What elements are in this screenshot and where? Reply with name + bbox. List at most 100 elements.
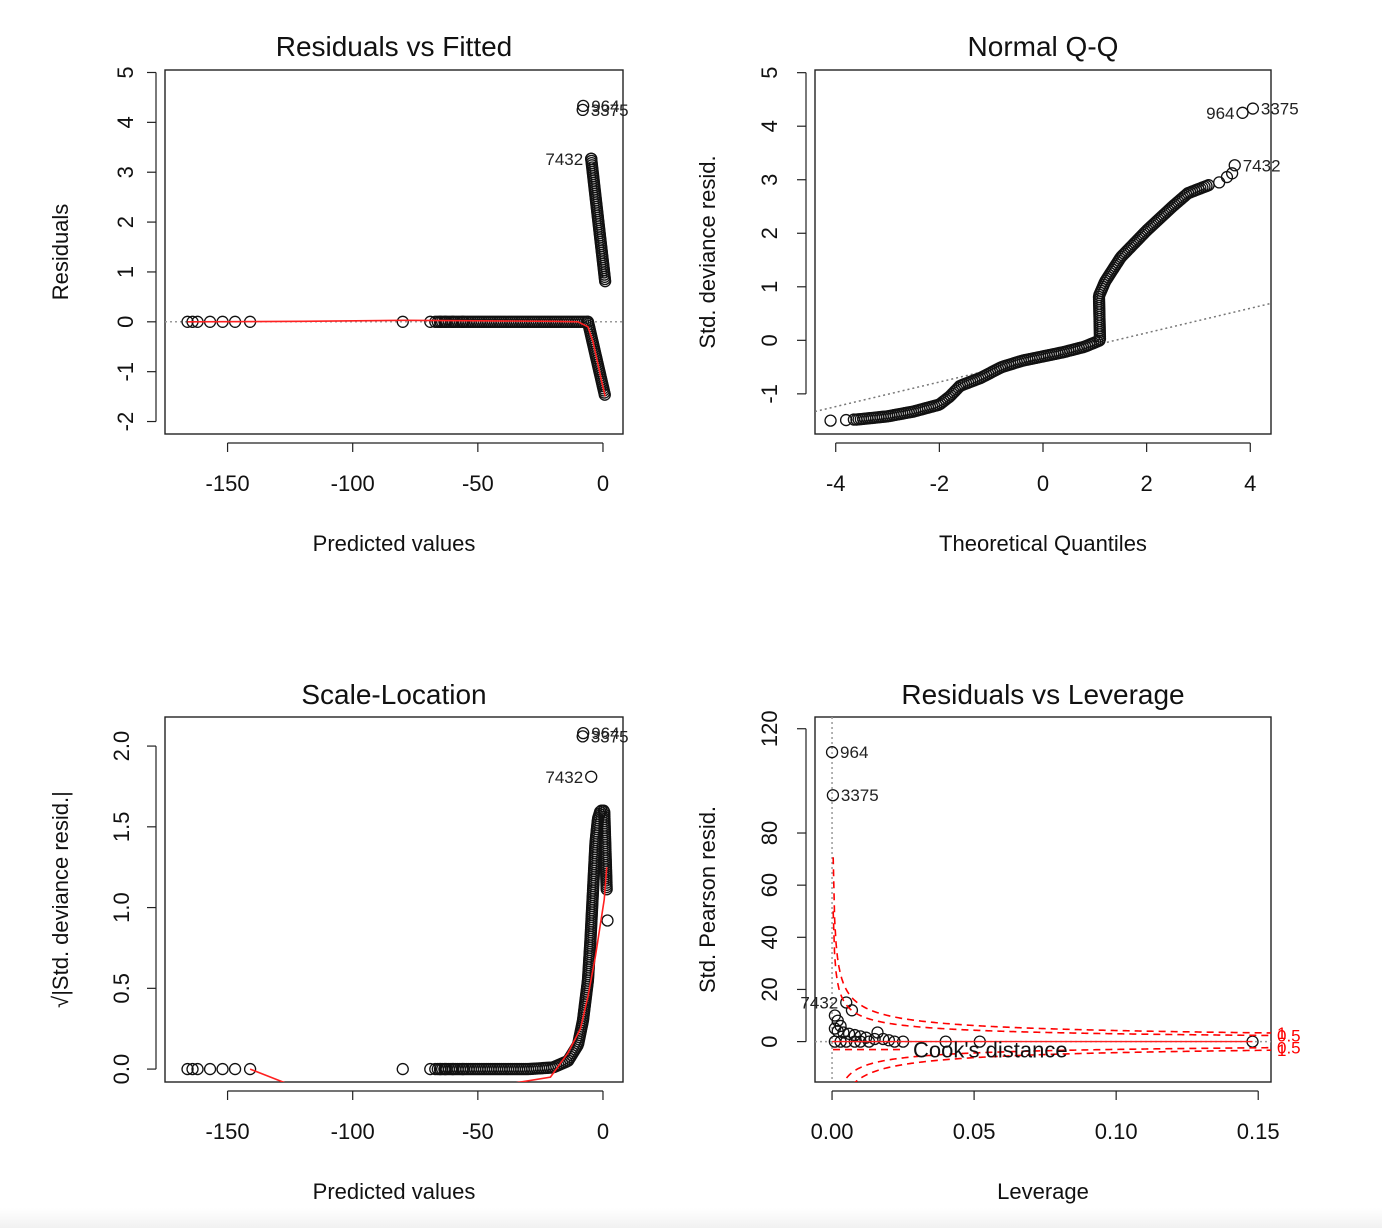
point-label: 7432 — [545, 768, 583, 787]
data-point — [396, 1062, 409, 1076]
data-point — [424, 315, 437, 328]
dense-point — [1136, 228, 1149, 241]
data-point — [424, 1062, 437, 1076]
dense-point — [1133, 231, 1146, 245]
dense-point — [1116, 249, 1129, 262]
point-label: 3375 — [591, 727, 629, 746]
dense-point — [944, 389, 957, 402]
data-point — [877, 1032, 890, 1046]
x-tick-label: 4 — [1244, 471, 1256, 496]
plot-area — [815, 717, 1271, 1082]
cooks-distance-lines — [832, 857, 1271, 1082]
cooks-level-label: 1 — [1277, 1024, 1286, 1043]
dense-band — [585, 152, 612, 288]
dense-point — [1128, 236, 1142, 249]
smooth-line — [249, 867, 608, 1082]
data-point — [456, 315, 469, 328]
panel-2: Normal Q-Q Theoretical Quantiles Std. devi… — [695, 31, 1299, 556]
x-tick-label: 0 — [597, 1119, 609, 1144]
dense-point — [1130, 234, 1143, 248]
data-point — [191, 1062, 204, 1076]
y-tick-label: 2.0 — [109, 731, 134, 762]
cooks-level-label: 0.5 — [1277, 1039, 1301, 1058]
y-tick-label: 5 — [113, 66, 138, 78]
y-tick-label: 1 — [757, 281, 782, 293]
plot-area — [181, 727, 614, 1082]
point-label: 964 — [591, 97, 619, 116]
data-point — [824, 414, 837, 427]
y-tick-label: 1.0 — [109, 892, 134, 923]
y-tick-label: 2 — [113, 216, 138, 228]
x-tick-label: 0 — [1037, 471, 1049, 496]
x-tick-label: -50 — [462, 471, 494, 496]
dense-point — [1118, 247, 1131, 260]
x-tick-label: 0.15 — [1237, 1119, 1280, 1144]
dense-band — [581, 315, 611, 401]
y-tick-label: 4 — [757, 120, 782, 132]
dense-point — [1121, 244, 1134, 257]
y-tick-label: 0.5 — [109, 973, 134, 1004]
x-tick-label: -4 — [826, 471, 846, 496]
y-tick-label: 2 — [757, 227, 782, 239]
panel-title: Scale-Location — [301, 679, 486, 710]
cooks-contour — [842, 1046, 1271, 1082]
y-tick-label: 0.0 — [109, 1054, 134, 1085]
point-label: 7432 — [1243, 156, 1281, 175]
data-point — [1228, 159, 1241, 172]
y-tick-label: 20 — [757, 977, 782, 1001]
data-point — [1236, 106, 1249, 119]
y-tick-label: 120 — [757, 710, 782, 747]
y-tick-label: 5 — [757, 67, 782, 79]
panel-title: Normal Q-Q — [968, 31, 1119, 62]
data-point — [396, 315, 409, 328]
panel-1: Residuals vs Fitted Predicted values Resid… — [48, 31, 629, 556]
data-point — [871, 1026, 884, 1039]
dense-point — [946, 387, 959, 401]
dense-point — [598, 388, 611, 401]
plot-frame — [814, 69, 1272, 435]
data-point — [825, 746, 839, 759]
cooks-level-label: 1 — [1277, 1041, 1286, 1060]
data-point — [434, 315, 447, 328]
data-point — [243, 1062, 257, 1076]
dense-point — [947, 386, 960, 399]
x-tick-label: 0 — [597, 471, 609, 496]
point-label: 964 — [840, 743, 868, 762]
data-point — [837, 1026, 850, 1039]
plot-area — [815, 102, 1271, 427]
panel-3: Scale-Location Predicted values √|Std. dev… — [48, 679, 629, 1204]
qq-curve — [850, 179, 1215, 426]
plot-frame — [814, 716, 1272, 1083]
y-tick-label: -1 — [113, 362, 138, 382]
data-point — [576, 103, 589, 117]
plot-frame — [164, 69, 624, 435]
bottom-strip — [0, 1208, 1382, 1228]
data-point — [439, 1062, 452, 1076]
y-axis-label: √|Std. deviance resid.| — [48, 791, 73, 1008]
x-axis-label: Predicted values — [313, 1179, 476, 1204]
data-point — [839, 413, 853, 427]
x-tick-label: -100 — [331, 1119, 375, 1144]
dense-point — [1115, 250, 1128, 264]
data-point — [228, 1062, 242, 1076]
data-point — [868, 1032, 881, 1046]
x-axis-label: Leverage — [997, 1179, 1089, 1204]
data-point — [456, 1062, 469, 1076]
data-point — [576, 730, 589, 743]
y-tick-label: 0 — [757, 334, 782, 346]
dense-point — [1131, 233, 1145, 246]
y-axis-label: Std. deviance resid. — [695, 155, 720, 348]
data-point — [216, 1062, 229, 1076]
reference-line — [815, 302, 1271, 413]
y-axis-label: Std. Pearson resid. — [695, 806, 720, 993]
data-point — [429, 1062, 442, 1076]
data-point — [181, 1062, 194, 1076]
dense-point — [1125, 239, 1139, 252]
y-tick-label: 80 — [757, 821, 782, 845]
data-point — [585, 770, 598, 783]
data-point — [434, 1062, 447, 1076]
y-tick-label: 1 — [113, 266, 138, 278]
dense-curve — [431, 804, 613, 1076]
y-tick-label: -1 — [757, 384, 782, 404]
y-tick-label: 3 — [757, 174, 782, 186]
